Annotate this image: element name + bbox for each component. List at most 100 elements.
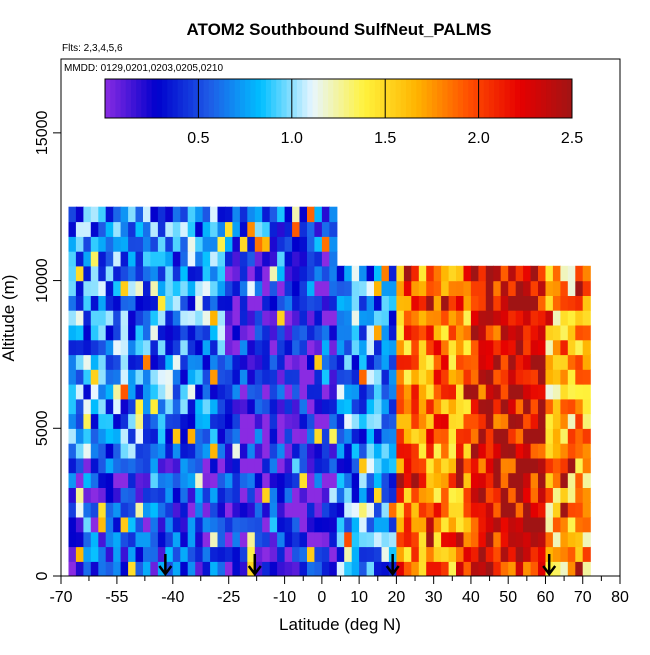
colorbar-segment-62	[426, 79, 433, 118]
heatmap-cell-47	[418, 561, 427, 576]
heatmap-cell-934	[247, 369, 256, 385]
heatmap-cell-58	[500, 561, 509, 576]
heatmap-cell-644	[172, 428, 181, 444]
heatmap-cell-537	[418, 457, 427, 474]
heatmap-cell-849	[135, 384, 144, 400]
heatmap-cell-292	[157, 502, 166, 518]
heatmap-cell-664	[321, 428, 330, 444]
heatmap-cell-524	[321, 457, 330, 474]
heatmap-cell-333	[463, 502, 472, 518]
heatmap-cell-781	[150, 398, 159, 415]
heatmap-cell-696	[560, 428, 569, 444]
heatmap-cell-534	[396, 457, 405, 474]
heatmap-cell-891	[448, 384, 457, 400]
heatmap-cell-1311	[448, 295, 457, 311]
heatmap-cell-1298	[351, 295, 360, 311]
heatmap-cell-204	[545, 531, 554, 548]
heatmap-cell-657	[269, 428, 278, 444]
colorbar-segment-69	[463, 79, 469, 118]
heatmap-cell-251	[374, 516, 383, 533]
heatmap-cell-1374	[396, 280, 405, 296]
heatmap-cell-1253	[538, 310, 547, 326]
heatmap-cell-171	[299, 531, 308, 548]
heatmap-cell-91	[225, 546, 234, 562]
heatmap-cell-618	[500, 443, 509, 459]
heatmap-cell-142	[83, 531, 92, 548]
heatmap-cell-261	[448, 516, 457, 533]
heatmap-cell-272	[530, 516, 539, 533]
heatmap-cell-385	[329, 487, 338, 503]
heatmap-cell-1241	[448, 310, 457, 326]
colorbar-segment-36	[291, 79, 298, 118]
heatmap-cell-1395	[552, 280, 561, 296]
heatmap-cell-548	[500, 457, 509, 474]
heatmap-cell-274	[545, 516, 554, 533]
heatmap-cell-1007	[269, 354, 278, 370]
heatmap-cell-1035	[478, 354, 487, 370]
heatmap-cell-262	[456, 516, 465, 533]
heatmap-cell-1339	[135, 280, 144, 296]
heatmap-cell-1255	[552, 310, 561, 326]
heatmap-cell-612	[456, 443, 465, 459]
colorbar-segment-64	[437, 79, 443, 118]
heatmap-cell-481	[523, 472, 532, 488]
heatmap-cell-1200	[143, 310, 152, 326]
heatmap-cell-1486	[187, 251, 196, 267]
heatmap-cell-1558	[187, 221, 196, 237]
heatmap-cell-886	[411, 384, 420, 400]
heatmap-cell-923	[165, 369, 174, 385]
heatmap-cell-177	[344, 531, 353, 548]
heatmap-cell-1517	[150, 236, 159, 252]
heatmap-cell-298	[202, 502, 211, 518]
heatmap-cell-1209	[210, 310, 219, 326]
heatmap-cell-1261	[75, 295, 84, 311]
heatmap-cell-728	[277, 413, 286, 429]
heatmap-cell-418	[575, 487, 584, 503]
heatmap-cell-922	[157, 369, 166, 385]
heatmap-cell-1242	[456, 310, 465, 326]
heatmap-cell-1177	[493, 324, 502, 341]
heatmap-cell-494	[98, 457, 107, 474]
heatmap-cell-1514	[128, 236, 137, 252]
heatmap-cell-115	[403, 546, 412, 562]
heatmap-cell-1310	[441, 295, 450, 311]
heatmap-cell-65	[552, 561, 561, 576]
colorbar-segment-17	[193, 79, 199, 118]
heatmap-cell-1223	[314, 310, 323, 326]
heatmap-cell-902	[530, 384, 539, 400]
y-tick-label-3: 15000	[34, 111, 51, 156]
heatmap-cell-304	[247, 502, 256, 518]
heatmap-cell-404	[470, 487, 479, 503]
heatmap-cell-166	[262, 531, 271, 548]
heatmap-cell-313	[314, 502, 323, 518]
heatmap-cell-1104	[470, 339, 479, 356]
heatmap-cell-1456	[485, 265, 494, 282]
heatmap-cell-428	[128, 472, 137, 488]
heatmap-cell-20	[217, 561, 226, 576]
heatmap-cell-588	[277, 443, 286, 459]
heatmap-cell-82	[157, 546, 166, 562]
heatmap-cell-1358	[277, 280, 286, 296]
heatmap-cell-42	[381, 561, 390, 576]
colorbar-segment-55	[390, 79, 397, 118]
heatmap-cell-1384	[470, 280, 479, 296]
heatmap-cell-693	[538, 428, 547, 444]
heatmap-cell-480	[515, 472, 524, 488]
heatmap-cell-597	[344, 443, 353, 459]
heatmap-cell-582	[232, 443, 241, 459]
heatmap-cell-853	[165, 384, 174, 400]
heatmap-cell-189	[433, 531, 442, 548]
heatmap-cell-599	[359, 443, 368, 459]
heatmap-cell-513	[239, 457, 248, 474]
heatmap-cell-699	[582, 428, 591, 444]
heatmap-cell-746	[411, 413, 420, 429]
heatmap-cell-252	[381, 516, 390, 533]
heatmap-cell-191	[448, 531, 457, 548]
heatmap-cell-1178	[500, 324, 509, 341]
heatmap-cell-815	[403, 398, 412, 415]
heatmap-cell-531	[374, 457, 383, 474]
heatmap-cell-448	[277, 472, 286, 488]
heatmap-cell-1586	[128, 206, 137, 223]
heatmap-cell-116	[411, 546, 420, 562]
